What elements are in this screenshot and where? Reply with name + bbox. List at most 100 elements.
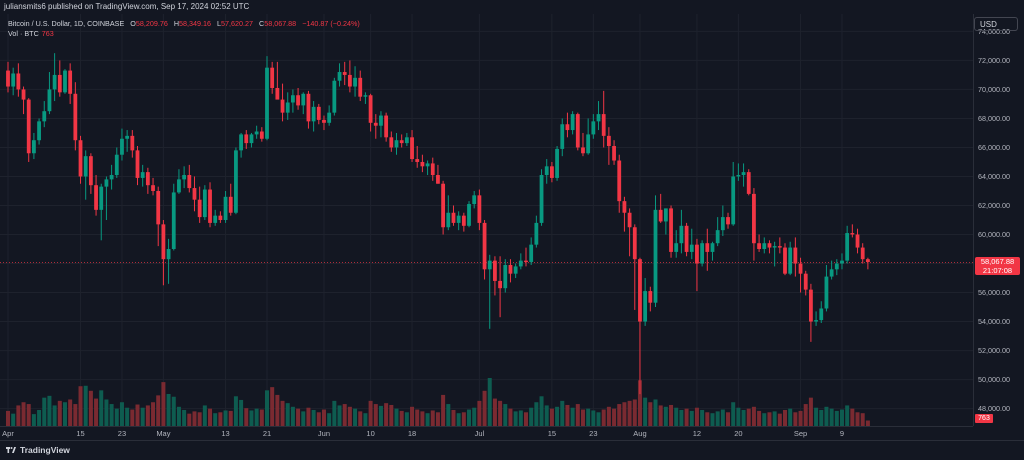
volume-bar (399, 410, 404, 426)
volume-bar (524, 412, 528, 426)
volume-bar (130, 409, 135, 426)
candle-body (327, 112, 332, 123)
x-tick-label: 20 (734, 429, 742, 438)
volume-bar (710, 413, 715, 426)
volume-bar (663, 406, 668, 426)
candle-body (197, 199, 202, 218)
volume-bar (845, 405, 850, 426)
volume-bar (88, 390, 93, 426)
volume-bar (125, 407, 130, 426)
volume-bar (259, 409, 264, 426)
volume-bar (715, 411, 720, 426)
bar-countdown: 21:07:08 (982, 266, 1013, 275)
candle-body (767, 243, 772, 248)
candle-body (259, 131, 264, 139)
volume-bar (145, 405, 150, 426)
volume-bar (151, 402, 156, 426)
candle-body (715, 230, 720, 244)
y-tick-label: 62,000.00 (978, 201, 1010, 210)
volume-bar (560, 400, 565, 426)
candle-body (757, 243, 761, 250)
volume-bar (798, 410, 803, 426)
volume-bar (622, 402, 627, 426)
candle-body (710, 243, 715, 252)
candle-body (234, 150, 238, 213)
volume-bar (751, 406, 756, 426)
x-tick-label: Jul (475, 429, 485, 438)
candle-body (720, 217, 725, 231)
candle-body (394, 140, 399, 148)
candle-body (456, 215, 461, 223)
candle-body (425, 163, 430, 167)
volume-bar (109, 404, 114, 426)
x-tick-label: Sep (794, 429, 807, 438)
volume-bar (249, 410, 254, 426)
candle-body (275, 87, 280, 100)
candle-body (280, 99, 285, 113)
volume-bar (783, 410, 787, 426)
last-price-value: 58,067.88 (980, 257, 1015, 266)
candle-body (63, 70, 67, 93)
tradingview-logo-icon (6, 447, 16, 453)
volume-label[interactable]: Vol · BTC (8, 29, 39, 38)
volume-value: 763 (41, 29, 54, 38)
volume-bar (793, 412, 798, 426)
candle-body (544, 166, 549, 176)
candle-body (11, 73, 16, 87)
candle-body (21, 89, 26, 100)
volume-bar (83, 385, 88, 426)
candle-body (788, 247, 793, 274)
candle-body (83, 156, 88, 177)
candle-body (575, 114, 580, 148)
volume-bar (596, 412, 601, 426)
volume-bar (254, 408, 259, 426)
candle-body (415, 159, 420, 162)
volume-bar (482, 390, 487, 426)
y-tick-label: 64,000.00 (978, 172, 1010, 181)
volume-bar (814, 407, 819, 426)
volume-bar (731, 402, 736, 426)
volume-bar (78, 386, 83, 426)
volume-bar (700, 410, 705, 426)
volume-bar (404, 412, 409, 426)
candle-body (52, 74, 57, 90)
volume-bar (627, 400, 632, 426)
candle-body (337, 72, 342, 81)
candle-body (171, 192, 176, 250)
candle-body (487, 260, 492, 270)
volume-bar (171, 396, 176, 426)
volume-bar (549, 408, 554, 426)
volume-bar (358, 411, 363, 426)
candle-body (156, 190, 161, 225)
volume-bar (73, 404, 78, 426)
candle-body (384, 115, 389, 138)
volume-bar (772, 411, 777, 426)
symbol-name[interactable]: Bitcoin / U.S. Dollar, 1D, COINBASE (8, 19, 125, 28)
volume-bar (296, 408, 301, 426)
volume-bar (736, 407, 741, 426)
volume-bar (337, 405, 342, 426)
price-chart[interactable]: 74,000.00 72,000.00 70,000.00 68,000.00 66,0… (0, 14, 1024, 440)
candle-body (726, 217, 730, 225)
volume-bar (477, 400, 482, 426)
candle-body (410, 137, 414, 160)
x-tick-label: May (156, 429, 170, 438)
candle-body (809, 289, 813, 322)
candle-body (244, 134, 249, 144)
candle-body (845, 233, 850, 261)
volume-bar (62, 402, 67, 426)
volume-bar (839, 409, 844, 426)
volume-bar (534, 402, 539, 426)
candle-body (265, 67, 269, 139)
volume-bar (21, 402, 26, 426)
volume-bar (114, 408, 119, 426)
currency-button[interactable]: USD (974, 17, 1018, 31)
x-tick-label: 9 (840, 429, 844, 438)
candle-body (94, 185, 98, 210)
volume-bar (741, 410, 746, 426)
candle-body (824, 276, 829, 309)
candle-body (840, 260, 844, 264)
volume-bar (570, 407, 575, 426)
volume-bar (850, 408, 855, 426)
candle-body (130, 135, 135, 151)
